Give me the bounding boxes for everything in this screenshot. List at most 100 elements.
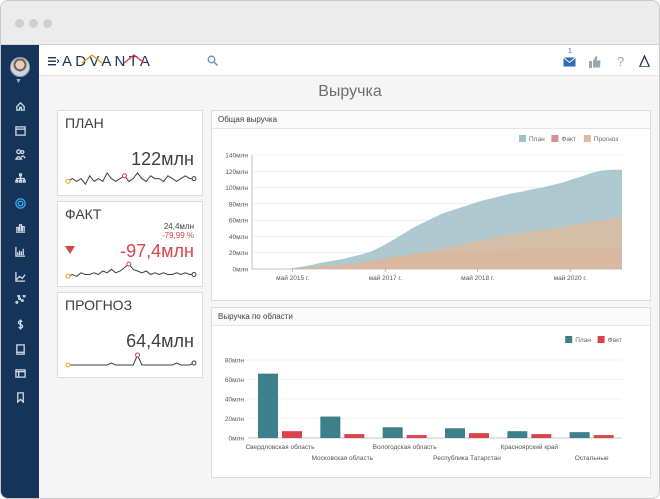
category-label: Московская область [312, 454, 374, 462]
kpi-title: ФАКТ [65, 206, 102, 222]
sidebar: ▼ [1, 45, 39, 498]
sparkline-end-point [191, 272, 197, 277]
thumbs-up-icon[interactable] [589, 56, 601, 68]
category-label: Свердловская область [245, 443, 315, 451]
window-dot-icon[interactable] [15, 19, 24, 28]
advanta-logo: ADVANTA [62, 53, 150, 70]
panel-title: Выручка по области [218, 312, 293, 321]
mail-icon[interactable] [563, 57, 576, 67]
y-tick-label: 120млн [225, 169, 248, 176]
kpi-value: -97,4млн [120, 241, 194, 261]
bookmark-icon[interactable] [11, 389, 29, 407]
chevron-down-icon[interactable]: ▼ [15, 78, 22, 85]
x-tick-label: май 2015 г. [276, 274, 309, 282]
x-tick-label: май 2018 г. [461, 274, 494, 282]
main-content: Выручка ПЛАН 122млн ФАКТ 24,4млн -79,99 … [39, 76, 659, 498]
bar-План [320, 416, 341, 438]
legend-item: Факт [597, 336, 622, 344]
bar-Факт [406, 435, 427, 438]
browser-titlebar [1, 1, 659, 45]
kpi-sparkline [65, 172, 197, 186]
kpi-sparkline [65, 352, 197, 368]
kpi-card-forecast[interactable]: ПРОГНОЗ 64,4млн [57, 292, 203, 378]
category-label: Вологодская область [373, 443, 438, 451]
kpi-value: 64,4млн [126, 331, 194, 351]
y-tick-label: 60млн [229, 218, 248, 225]
sparkline-highlight-point [126, 261, 132, 267]
y-tick-label: 20млн [225, 416, 244, 423]
kpi-card-plan[interactable]: ПЛАН 122млн [57, 110, 203, 196]
sparkline-end-point [191, 360, 197, 366]
y-tick-label: 60млн [225, 377, 244, 384]
total-revenue-panel: Общая выручка 0млн 20млн 40млн 60млн 80млн 10… [211, 110, 651, 301]
sparkline-start-point [65, 362, 71, 368]
legend-label: План [529, 136, 545, 143]
users-icon[interactable] [11, 146, 29, 164]
area-series-Прогноз [252, 216, 622, 269]
bar-Факт [531, 434, 552, 438]
calendar-icon[interactable] [11, 121, 29, 139]
search-icon[interactable] [207, 55, 218, 66]
y-tick-label: 0млн [233, 267, 249, 274]
revenue-by-region-chart[interactable]: 0млн 20млн 40млн 60млн 80млн Свердловская обл… [212, 326, 650, 477]
area-chart-icon[interactable] [11, 267, 29, 285]
window-dot-icon[interactable] [29, 19, 38, 28]
category-label: Красноярский край [501, 443, 559, 451]
x-tick-label: май 2017 г. [369, 274, 402, 282]
x-tick-label: май 2020 г. [554, 274, 587, 282]
bar-chart-icon[interactable] [11, 219, 29, 237]
total-revenue-chart[interactable]: 0млн 20млн 40млн 60млн 80млн 100млн 120млн 140м… [212, 129, 650, 300]
bar-План [569, 432, 590, 438]
legend-label: Факт [608, 337, 622, 344]
circle-progress-icon[interactable] [11, 194, 29, 212]
category-label: Республика Татарстан [433, 454, 501, 462]
bar-Факт [593, 435, 614, 438]
y-tick-label: 0млн [229, 436, 245, 443]
kpi-subvalue: 24,4млн [163, 222, 194, 231]
bar-Факт [282, 431, 302, 438]
sparkline-line [67, 263, 194, 277]
page-title: Выручка [318, 83, 382, 100]
dollar-icon[interactable] [11, 316, 29, 334]
avatar[interactable] [10, 57, 30, 77]
y-tick-label: 80млн [225, 358, 244, 365]
menu-toggle-icon[interactable] [48, 57, 59, 66]
down-triangle-icon [65, 246, 75, 254]
window-icon[interactable] [11, 364, 29, 382]
tablet-icon[interactable] [11, 340, 29, 358]
y-tick-label: 100млн [225, 185, 248, 192]
kpi-title: ПЛАН [65, 115, 104, 131]
kpi-sparkline [65, 261, 197, 279]
bar-План [507, 431, 528, 438]
y-tick-label: 140млн [225, 153, 248, 160]
sparkline-highlight-point [121, 173, 127, 179]
legend-item: План [565, 336, 591, 344]
sparkline-start-point [65, 273, 71, 279]
panel-header: Выручка по области [212, 308, 650, 326]
bar-План [382, 427, 403, 438]
sparkline-line [67, 172, 194, 186]
sparkline-highlight-point [135, 352, 141, 358]
kpi-title: ПРОГНОЗ [65, 297, 133, 313]
kpi-delta: -79,99 % [161, 231, 194, 240]
scatter-icon[interactable] [11, 291, 29, 309]
legend-item: Прогноз [583, 135, 618, 143]
y-tick-label: 20млн [229, 250, 248, 257]
kpi-card-fact[interactable]: ФАКТ 24,4млн -79,99 % -97,4млн [57, 201, 203, 287]
top-bar: ADVANTA 1 ? [39, 45, 659, 76]
sparkline-start-point [65, 178, 71, 184]
category-label: Остальные [575, 455, 609, 462]
org-structure-icon[interactable] [11, 170, 29, 188]
window-dot-icon[interactable] [43, 19, 52, 28]
y-tick-label: 40млн [229, 234, 248, 241]
notification-count: 1 [568, 48, 572, 55]
home-icon[interactable] [11, 97, 29, 115]
y-tick-label: 80млн [229, 201, 248, 208]
help-icon[interactable]: ? [617, 54, 625, 69]
bar-Факт [344, 434, 365, 438]
bar-Факт [469, 433, 489, 438]
legend-item: Факт [551, 135, 576, 143]
column-chart-icon[interactable] [11, 243, 29, 261]
font-size-icon[interactable] [639, 55, 650, 67]
